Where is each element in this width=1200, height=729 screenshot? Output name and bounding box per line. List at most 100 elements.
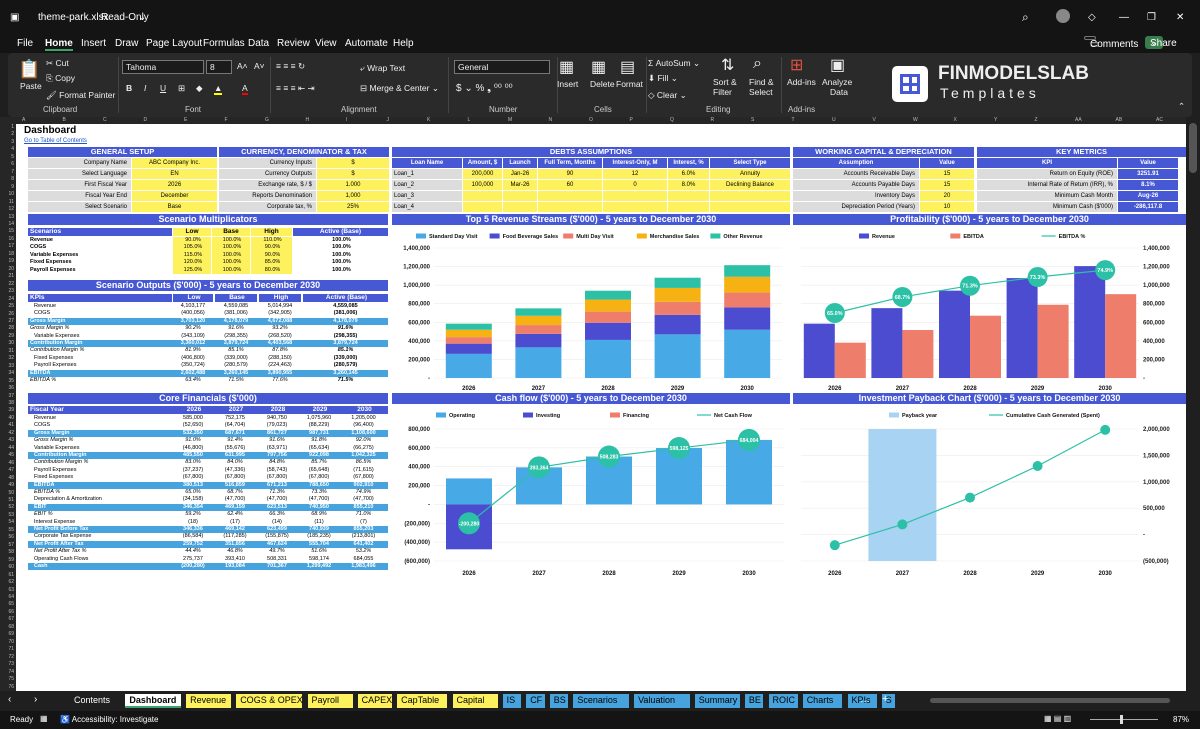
view-normal-icon[interactable]: ▦ ▤ ▥ bbox=[1044, 714, 1072, 723]
increase-font-icon[interactable]: A˄ bbox=[237, 61, 248, 71]
menu-draw[interactable]: Draw bbox=[115, 38, 139, 49]
wc-value[interactable]: 20 bbox=[920, 191, 974, 201]
find-select-button[interactable]: Find & bbox=[749, 77, 774, 87]
currency-icon[interactable]: $ ⌄ % ❟ ⁰⁰ ⁰⁰ bbox=[456, 83, 513, 94]
sheet-tab[interactable]: BS bbox=[549, 694, 569, 708]
merge-center-button[interactable]: ⊟ Merge & Center ⌄ bbox=[360, 83, 439, 93]
font-name-select[interactable]: Tahoma bbox=[122, 60, 204, 74]
format-cells-button[interactable]: Format bbox=[616, 79, 643, 89]
insert-cells-icon[interactable]: ▦ bbox=[559, 59, 575, 76]
sort-filter-button[interactable]: Sort & bbox=[713, 77, 737, 87]
border-icon[interactable]: ⊞ bbox=[178, 83, 186, 93]
clear-button[interactable]: ◇ Clear ⌄ bbox=[648, 90, 687, 100]
wc-value[interactable]: 15 bbox=[920, 169, 974, 179]
font-size-select[interactable]: 8 bbox=[206, 60, 232, 74]
addins-icon[interactable]: ⊞ bbox=[790, 57, 804, 74]
tab-scroll-left-icon[interactable]: ‹ bbox=[8, 694, 12, 705]
sheet-tab[interactable]: CF bbox=[526, 694, 545, 708]
debts-cell[interactable] bbox=[463, 202, 502, 212]
accessibility-status[interactable]: ♿ Accessibility: Investigate bbox=[60, 715, 159, 724]
menu-file[interactable]: File bbox=[17, 38, 34, 49]
align-top-icon[interactable]: ≡ ≡ ≡ ↻ bbox=[276, 61, 306, 71]
wrap-text-button[interactable]: ⤶ Wrap Text bbox=[360, 63, 406, 73]
sheet-tab[interactable]: ROIC bbox=[768, 694, 798, 708]
wc-value[interactable]: 15 bbox=[920, 180, 974, 190]
setup-value[interactable]: Base bbox=[132, 202, 217, 212]
debts-cell[interactable] bbox=[503, 191, 537, 201]
debts-cell[interactable] bbox=[538, 191, 602, 201]
add-sheet-icon[interactable]: + bbox=[882, 693, 889, 705]
autosum-button[interactable]: Σ AutoSum ⌄ bbox=[648, 58, 701, 68]
delete-cells-button[interactable]: Delete bbox=[590, 79, 615, 89]
sheet-tab[interactable]: Payroll bbox=[307, 694, 353, 708]
format-painter-button[interactable]: 🖌 Format Painter bbox=[46, 90, 116, 100]
setup-value[interactable]: 25% bbox=[317, 202, 389, 212]
tab-more-icon[interactable]: … bbox=[860, 694, 870, 705]
sheet-tab[interactable]: Valuation bbox=[634, 694, 690, 708]
find-icon[interactable]: ⌕ bbox=[753, 55, 762, 72]
menu-automate[interactable]: Automate bbox=[345, 38, 388, 49]
setup-value[interactable]: 2026 bbox=[132, 180, 217, 190]
paste-icon[interactable]: 📋 bbox=[18, 59, 41, 79]
menu-home[interactable]: Home bbox=[45, 38, 73, 51]
sheet-tab[interactable]: Contents bbox=[70, 694, 121, 708]
vertical-scrollbar[interactable] bbox=[1186, 117, 1200, 691]
paste-button[interactable]: Paste bbox=[20, 81, 42, 91]
debts-cell[interactable] bbox=[538, 202, 602, 212]
toc-link[interactable]: Go to Table of Contents bbox=[24, 138, 87, 144]
debts-cell[interactable]: 12 bbox=[603, 169, 667, 179]
underline-button[interactable]: U bbox=[160, 83, 167, 93]
sheet-tab[interactable]: Charts bbox=[802, 694, 843, 708]
avatar[interactable] bbox=[1056, 9, 1070, 23]
align-left-icon[interactable]: ≡ ≡ ≡ ⇤ ⇥ bbox=[276, 83, 315, 93]
worksheet[interactable]: Dashboard Go to Table of Contents GENERA… bbox=[16, 124, 1186, 691]
sheet-tab[interactable]: CapTable bbox=[397, 694, 448, 708]
sheet-tab[interactable]: BE bbox=[744, 694, 764, 708]
bold-button[interactable]: B bbox=[126, 83, 133, 93]
sheet-tab[interactable]: Summary bbox=[694, 694, 740, 708]
sheet-tab[interactable]: COGS & OPEX bbox=[236, 694, 303, 708]
share-button[interactable]: Share ⌄ bbox=[1145, 36, 1177, 49]
format-cells-icon[interactable]: ▤ bbox=[620, 59, 636, 76]
sheet-tab[interactable]: CAPEX bbox=[357, 694, 392, 708]
fill-color-icon[interactable]: ◆ bbox=[196, 83, 203, 93]
analyze-data-button[interactable]: Analyze bbox=[822, 77, 853, 87]
delete-cells-icon[interactable]: ▦ bbox=[591, 59, 607, 76]
menu-formulas[interactable]: Formulas bbox=[203, 38, 245, 49]
setup-value[interactable]: EN bbox=[132, 169, 217, 179]
sheet-tab[interactable]: KPIs bbox=[847, 694, 877, 708]
italic-button[interactable]: I bbox=[144, 83, 147, 93]
debts-cell[interactable]: 200,000 bbox=[463, 169, 502, 179]
minimize-icon[interactable]: — bbox=[1119, 12, 1129, 23]
debts-cell[interactable]: 90 bbox=[538, 169, 602, 179]
addins-button[interactable]: Add-ins bbox=[787, 77, 816, 87]
setup-value[interactable]: ABC Company Inc. bbox=[132, 158, 217, 168]
debts-cell[interactable] bbox=[668, 202, 709, 212]
debts-cell[interactable]: Annuity bbox=[710, 169, 790, 179]
save-icon[interactable]: ▣ bbox=[10, 12, 20, 23]
debts-cell[interactable]: Mar-26 bbox=[503, 180, 537, 190]
horizontal-scrollbar[interactable] bbox=[930, 698, 1170, 703]
debts-cell[interactable] bbox=[503, 202, 537, 212]
fill-button[interactable]: ⬇ Fill ⌄ bbox=[648, 73, 678, 83]
tab-scroll-right-icon[interactable]: › bbox=[34, 694, 38, 705]
zoom-slider[interactable] bbox=[1090, 719, 1158, 720]
macro-icon[interactable]: ▦ bbox=[40, 714, 48, 723]
close-icon[interactable]: ✕ bbox=[1176, 12, 1185, 23]
debts-cell[interactable] bbox=[710, 202, 790, 212]
chevron-down-icon[interactable]: ⌄ bbox=[138, 12, 147, 23]
decrease-font-icon[interactable]: A˅ bbox=[254, 61, 265, 71]
insert-cells-button[interactable]: Insert bbox=[557, 79, 579, 89]
zoom-level[interactable]: 87% bbox=[1173, 715, 1190, 724]
debts-cell[interactable]: 0 bbox=[603, 180, 667, 190]
collapse-ribbon-icon[interactable]: ⌃ bbox=[1178, 101, 1186, 111]
font-color-icon[interactable]: A bbox=[242, 83, 248, 95]
number-format-select[interactable]: General bbox=[454, 60, 550, 74]
debts-cell[interactable] bbox=[463, 191, 502, 201]
setup-value[interactable]: 1.000 bbox=[317, 180, 389, 190]
setup-value[interactable]: $ bbox=[317, 169, 389, 179]
setup-value[interactable]: 1,000 bbox=[317, 191, 389, 201]
sheet-tab[interactable]: Revenue bbox=[186, 694, 232, 708]
search-icon[interactable]: ⌕ bbox=[1022, 10, 1029, 24]
sheet-tab[interactable]: IS bbox=[502, 694, 522, 708]
